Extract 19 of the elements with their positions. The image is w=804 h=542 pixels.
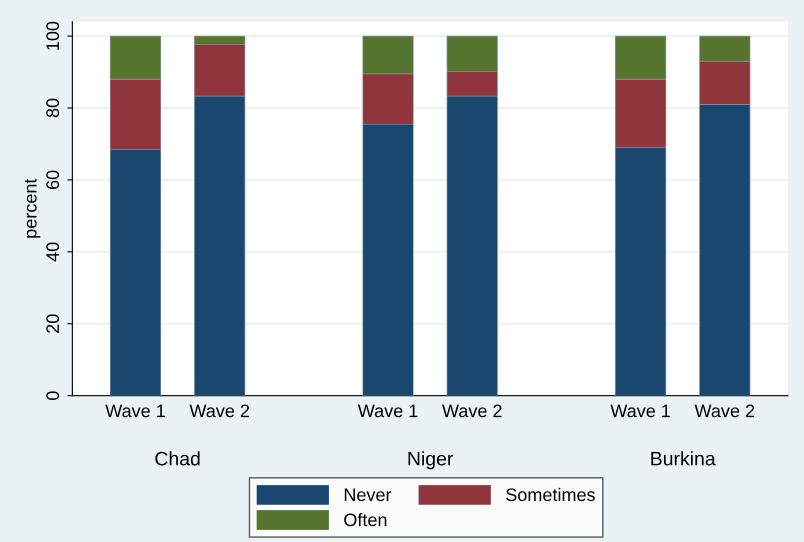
text: Niger: [408, 451, 454, 470]
text: Chad: [155, 451, 200, 466]
y-tick-label: 20: [46, 314, 60, 333]
legend-label: Often: [344, 513, 386, 526]
y-tick-label: 40: [46, 242, 60, 262]
x-tick-label: Wave 2: [442, 404, 502, 418]
y-tick-label: 100: [46, 22, 60, 50]
text: Burkina: [651, 451, 716, 466]
legend-label: Sometimes: [506, 488, 595, 502]
y-tick-label: 60: [46, 170, 60, 190]
legend-label: Never: [344, 488, 392, 502]
y-tick-label: 80: [46, 98, 60, 118]
x-tick-label: Wave 2: [694, 404, 754, 418]
x-tick-label: Wave 1: [105, 404, 165, 418]
x-tick-label: Wave 1: [610, 404, 670, 418]
y-tick-label: 0: [46, 391, 60, 400]
x-tick-label: Wave 2: [189, 404, 250, 418]
x-tick-label: Wave 1: [358, 404, 418, 418]
y-axis-title: percent: [24, 178, 40, 238]
